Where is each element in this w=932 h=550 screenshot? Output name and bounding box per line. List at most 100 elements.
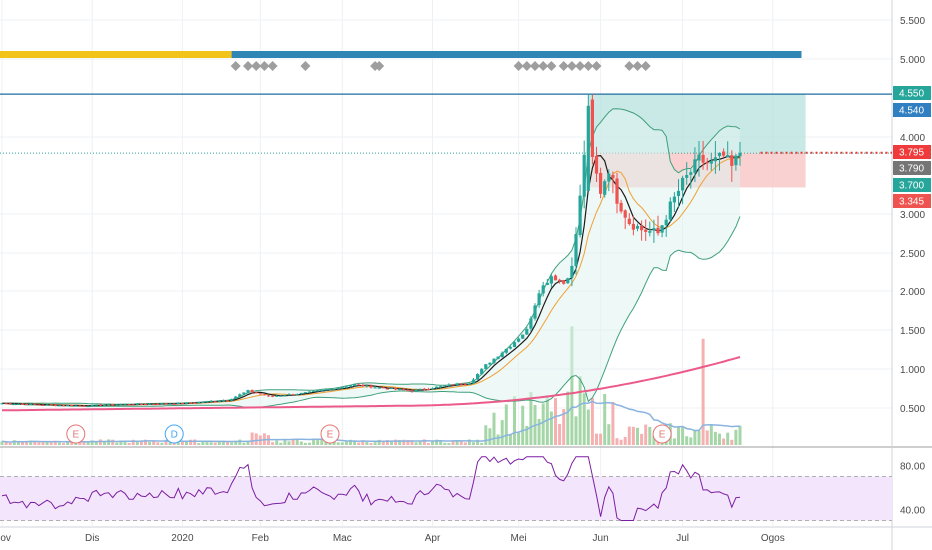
volume-bar [599, 433, 603, 445]
candle-body [435, 386, 439, 389]
candle-body [82, 405, 86, 407]
volume-bar [615, 438, 619, 445]
volume-bar [484, 425, 488, 445]
volume-bar [90, 440, 94, 445]
candle-body [37, 404, 41, 406]
candle-body [611, 174, 615, 179]
volume-bar [677, 427, 680, 445]
volume-bar [119, 440, 123, 445]
signal-marker [558, 61, 569, 71]
candle-body [348, 385, 353, 387]
candle-body [603, 181, 607, 195]
candle-body [357, 384, 361, 386]
candle-body [176, 402, 180, 404]
volume-bar [135, 440, 139, 445]
candle-body [381, 387, 385, 389]
candle-body [168, 403, 172, 405]
candle-body [324, 389, 328, 391]
candle-body [242, 392, 246, 395]
price-badges: 4.550 4.540 3.795 3.790 3.700 3.345 [893, 86, 931, 208]
y-tick-label: 5.000 [900, 55, 925, 66]
volume-bar [504, 404, 508, 445]
y-tick-label: 4.000 [900, 133, 925, 144]
volume-bar [287, 441, 291, 445]
volume-bar [492, 412, 496, 445]
x-tick-label: Ogos [761, 533, 785, 544]
candle-body [373, 387, 377, 389]
volume-bar [554, 398, 557, 445]
volume-bar [422, 439, 426, 445]
volume-bar [12, 440, 16, 445]
candle-body [262, 394, 266, 396]
candle-body [709, 161, 713, 164]
candle-body [394, 388, 398, 390]
candle-body [291, 394, 295, 396]
candle-body [20, 403, 25, 405]
candle-body [668, 201, 672, 220]
volume-bar [115, 442, 119, 445]
candle-body [689, 172, 693, 175]
candle-body [529, 318, 533, 329]
x-tick-label: Feb [252, 533, 270, 544]
candle-body [644, 229, 648, 232]
volume-bar [652, 435, 656, 445]
candle-body [189, 402, 193, 404]
candle-body [640, 225, 644, 231]
candle-body [660, 225, 664, 233]
volume-bar [406, 440, 410, 445]
volume-bar [66, 442, 70, 445]
price-badge-label: 3.345 [899, 197, 924, 208]
candle-body [418, 388, 422, 390]
volume-bar [631, 426, 635, 445]
volume-bar [53, 440, 57, 445]
volume-bar [303, 442, 307, 445]
candle-body [143, 404, 148, 406]
volume-bar [312, 439, 316, 445]
horizontal-lines [0, 93, 892, 154]
volume-bar [574, 416, 578, 445]
candle-body [574, 234, 578, 267]
price-axis[interactable]: 5.500 5.000 4.000 3.000 2.500 2.000 1.500 1.000… [900, 16, 925, 517]
candle-body [78, 405, 82, 407]
candle-body [430, 388, 435, 390]
candle-body [238, 394, 242, 397]
candle-body [365, 385, 369, 387]
candle-body [295, 394, 299, 396]
session-bar-blue [231, 51, 802, 58]
candle-body [53, 404, 57, 406]
signal-marker [251, 61, 262, 71]
candle-body [664, 219, 668, 226]
volume-bar [578, 376, 582, 445]
candle-body [94, 404, 98, 406]
x-tick-label: Mac [333, 533, 352, 544]
price-badge [893, 161, 931, 175]
candle-body [250, 390, 254, 393]
volume-bar [595, 433, 598, 445]
y-tick-label: 1.000 [900, 365, 925, 376]
time-axis[interactable]: Nov Dis 2020 Feb Mac Apr Mei Jun Jul Ogos [0, 533, 785, 544]
candle-body [578, 195, 582, 236]
volume-bar [8, 442, 12, 445]
candle-body [29, 403, 33, 405]
volume-bar [537, 418, 541, 445]
candle-body [111, 404, 115, 406]
candle-body [471, 379, 476, 384]
volume-bar [152, 441, 156, 445]
volume-bar [726, 432, 730, 445]
candle-body [41, 404, 45, 406]
rsi-line [1, 456, 741, 521]
candle-body [545, 282, 549, 286]
candle-body [61, 405, 66, 407]
signal-marker [530, 61, 540, 71]
candle-body [496, 356, 500, 359]
volume-bar [472, 442, 475, 445]
candle-body [525, 328, 529, 335]
signal-marker [374, 61, 385, 71]
volume-bar [221, 440, 225, 445]
candle-body [217, 401, 221, 403]
candle-body [225, 400, 230, 402]
candlesticks [0, 94, 742, 408]
volume-bar [344, 441, 348, 445]
